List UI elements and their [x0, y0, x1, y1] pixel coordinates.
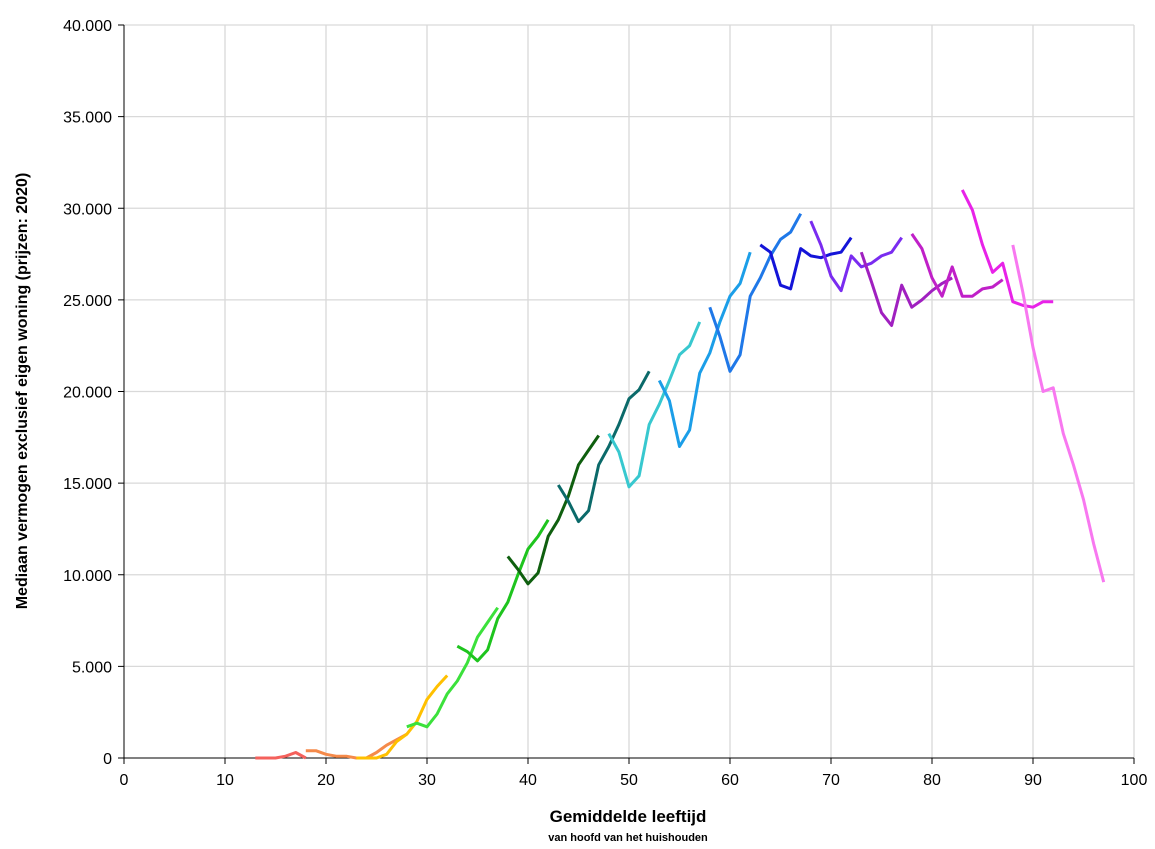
series-line-4	[406, 606, 499, 729]
y-tick-label: 0	[103, 751, 112, 768]
x-tick-label: 70	[822, 772, 840, 789]
series-line-9	[657, 251, 752, 448]
x-tick-label: 30	[418, 772, 436, 789]
series-line-15	[960, 189, 1054, 309]
series-line-14	[910, 233, 1004, 298]
x-tick-label: 40	[519, 772, 537, 789]
x-tick-label: 100	[1121, 772, 1148, 789]
series-line-6	[506, 434, 600, 586]
series-line-1	[255, 751, 307, 760]
x-axis-title: Gemiddelde leeftijd	[550, 807, 707, 826]
grid-lines	[124, 24, 1135, 758]
x-tick-label: 80	[923, 772, 941, 789]
y-tick-label: 30.000	[63, 201, 112, 218]
y-tick-label: 15.000	[63, 476, 112, 493]
axes	[118, 24, 1135, 764]
x-tick-label: 0	[120, 772, 129, 789]
y-tick-label: 5.000	[72, 659, 112, 676]
series-line-11	[759, 236, 853, 291]
series-line-10	[708, 212, 803, 373]
series-lines	[255, 189, 1106, 760]
x-tick-label: 50	[620, 772, 638, 789]
series-line-16	[1011, 244, 1106, 583]
series-line-3	[356, 674, 449, 760]
x-tick-labels: 0 10 20 30 40 50 60 70 80 90 100	[120, 772, 1148, 789]
y-axis-title: Mediaan vermogen exclusief eigen woning …	[14, 173, 31, 610]
x-tick-label: 90	[1024, 772, 1042, 789]
series-line-5	[456, 519, 550, 663]
y-tick-label: 10.000	[63, 568, 112, 585]
y-tick-label: 35.000	[63, 110, 112, 127]
series-line-7	[557, 370, 651, 524]
y-tick-label: 40.000	[63, 18, 112, 35]
x-tick-label: 60	[721, 772, 739, 789]
y-tick-labels: 0 5.000 10.000 15.000 20.000 25.000 30.000 35.0…	[63, 18, 112, 768]
series-line-8	[607, 321, 702, 489]
series-line-12	[809, 220, 903, 293]
x-tick-label: 20	[317, 772, 335, 789]
x-tick-label: 10	[216, 772, 234, 789]
y-tick-label: 25.000	[63, 293, 112, 310]
y-tick-label: 20.000	[63, 385, 112, 402]
x-axis-subtitle: van hoofd van het huishouden	[548, 832, 708, 844]
